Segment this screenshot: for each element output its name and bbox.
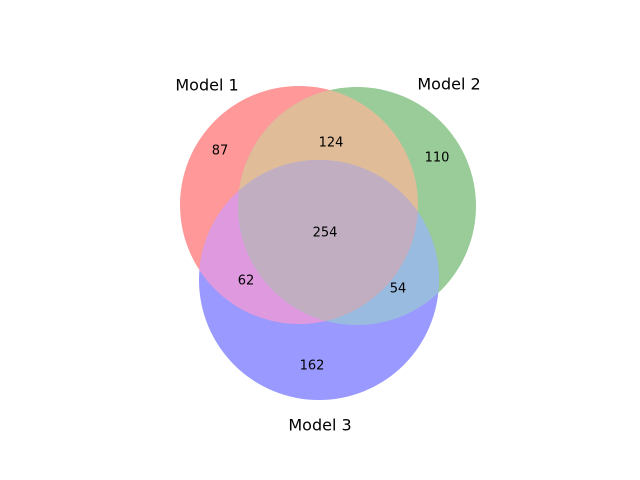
model-1-3-count: 62: [238, 274, 255, 289]
only-model-2-count: 110: [425, 151, 450, 166]
only-model-1-count: 87: [212, 144, 229, 159]
model-2-label: Model 2: [417, 75, 480, 94]
all-three-overlap: [238, 160, 418, 324]
model-1-2-count: 124: [319, 136, 344, 151]
model-2-3-count: 54: [390, 282, 407, 297]
model-1-label: Model 1: [175, 76, 238, 95]
model-3-label: Model 3: [288, 416, 351, 435]
all-three-count: 254: [313, 226, 338, 241]
only-model-3-count: 162: [300, 359, 325, 374]
